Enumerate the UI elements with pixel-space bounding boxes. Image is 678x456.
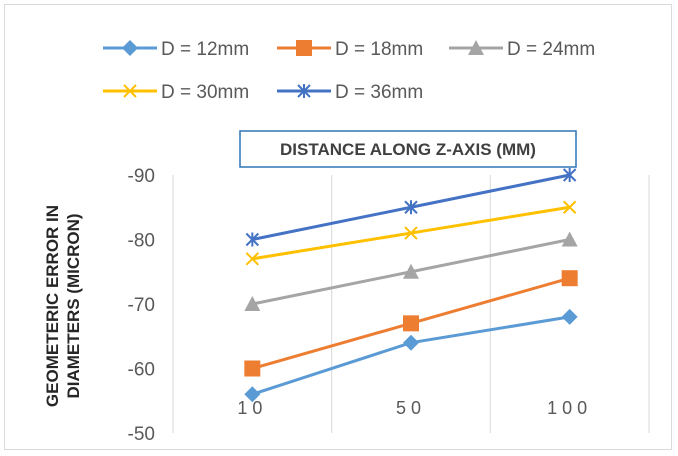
y-axis-label-line-2: DIAMETERS (MICRON) [64, 213, 83, 398]
legend-item: D = 18mm [277, 39, 423, 60]
marker-square [562, 270, 578, 286]
y-tick-label: -80 [128, 231, 155, 252]
legend-item: D = 12mm [103, 39, 249, 60]
legend-label: D = 24mm [507, 39, 595, 60]
y-tick-label: -90 [128, 166, 155, 187]
legend-label: D = 30mm [161, 82, 249, 103]
chart-svg: D = 12mm D = 18mm D = 24mm D = 30mm D = 36mm… [5, 5, 673, 451]
y-tick-label: -50 [128, 424, 155, 445]
chart-frame: D = 12mm D = 18mm D = 24mm D = 30mm D = 36mm… [4, 4, 672, 450]
marker-diamond [122, 40, 138, 56]
legend-item: D = 36mm [277, 82, 423, 103]
series-group [244, 232, 577, 312]
chart-title: DISTANCE ALONG Z-AXIS (MM) [280, 140, 536, 159]
legend-label: D = 18mm [335, 39, 423, 60]
marker-square [296, 40, 312, 56]
legend-label: D = 12mm [161, 39, 249, 60]
x-tick-label: 50 [396, 398, 426, 418]
y-axis-label: GEOMETERIC ERROR IN DIAMETERS (MICRON) [43, 205, 83, 407]
series-group [246, 168, 575, 247]
legend-item: D = 24mm [449, 39, 595, 60]
legend-label: D = 36mm [335, 82, 423, 103]
marker-triangle [562, 232, 578, 247]
y-axis-label-line-1: GEOMETERIC ERROR IN [43, 205, 62, 407]
legend-item: D = 30mm [103, 82, 249, 103]
marker-square [244, 361, 260, 377]
marker-square [403, 315, 419, 331]
y-tick-label: -70 [128, 295, 155, 316]
y-tick-label: -60 [128, 360, 155, 381]
marker-diamond [403, 335, 419, 351]
legend: D = 12mm D = 18mm D = 24mm D = 30mm D = 36mm [103, 39, 595, 103]
marker-diamond [562, 309, 578, 325]
x-tick-label: 100 [547, 398, 592, 418]
